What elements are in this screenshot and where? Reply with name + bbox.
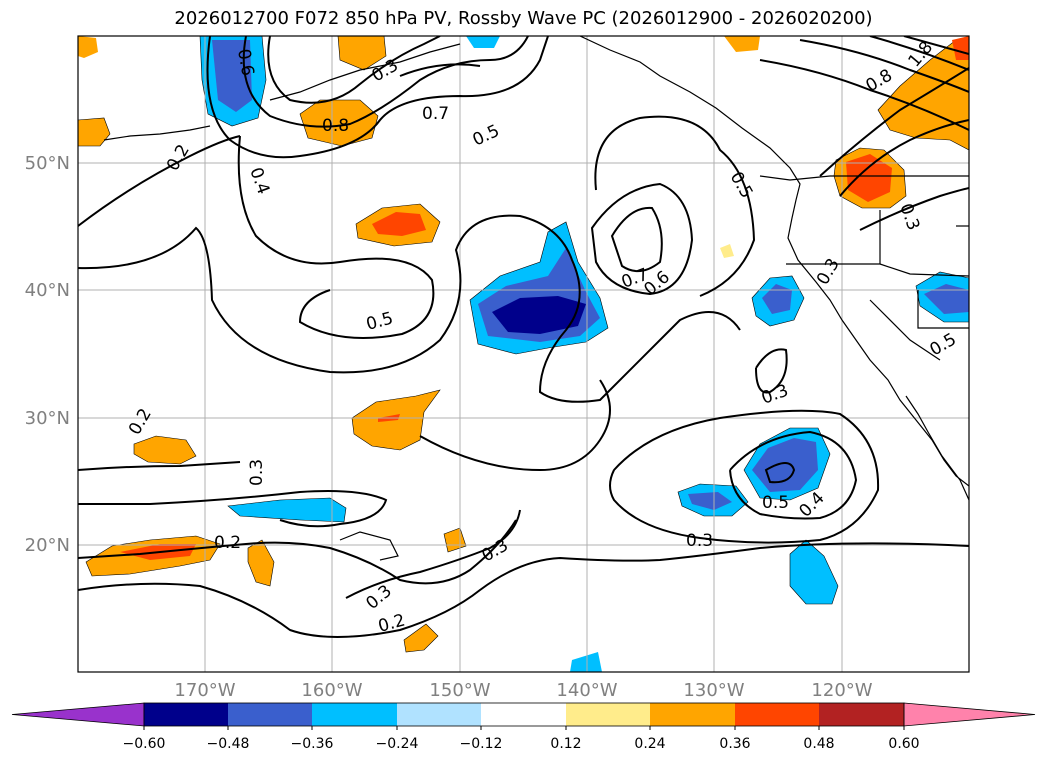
colorbar-tick-label: 0.24 [634,736,665,752]
colorbar-segment [312,703,397,726]
colorbar-segment [228,703,312,726]
contour-label: 0.6 [233,47,257,77]
colorbar-tick-label: −0.60 [123,736,166,752]
latitude-labels: 50°N 40°N 30°N 20°N [25,153,70,556]
graticule [78,36,969,672]
colorbar: −0.60 −0.48 −0.36 −0.24 −0.12 0.12 0.24 0.36 0.4… [11,702,1036,752]
contour-label: 0.7 [422,104,449,124]
colorbar-outline [143,702,905,727]
lon-label: 150°W [429,680,490,701]
colorbar-segment [819,703,904,726]
coastlines [103,36,969,561]
negative-anomaly-shading [199,36,969,672]
contour-label: 0.5 [762,493,789,513]
colorbar-tick-label: 0.60 [888,736,919,752]
colorbar-segment [397,703,481,726]
colorbar-tick-label: −0.12 [460,736,503,752]
colorbar-extend-max [903,702,1036,727]
map-title: 2026012700 F072 850 hPa PV, Rossby Wave … [174,8,873,29]
colorbar-segment [650,703,735,726]
colorbar-tick-label: −0.36 [291,736,334,752]
contour-label: 0.3 [247,459,267,486]
lat-label: 40°N [25,280,70,301]
map-panel: 0.2 0.4 0.6 0.8 0.7 0.5 0.5 0.7 0.6 0.5 … [78,36,969,672]
lon-label: 130°W [683,680,744,701]
colorbar-segment [735,703,819,726]
colorbar-segment [144,703,228,726]
lon-label: 160°W [301,680,362,701]
lat-label: 50°N [25,153,70,174]
contour-label: 0.2 [214,533,241,553]
lon-label: 140°W [556,680,617,701]
map-frame [77,35,970,673]
colorbar-tick-label: −0.48 [207,736,250,752]
lat-label: 20°N [25,535,70,556]
colorbar-tick-label: −0.24 [376,736,419,752]
contour-label: 0.8 [322,116,349,136]
colorbar-extend-min [11,702,145,727]
colorbar-tick-label: 0.12 [550,736,581,752]
colorbar-tick-label: 0.36 [719,736,750,752]
colorbar-tick-label: 0.48 [803,736,834,752]
longitude-labels: 170°W 160°W 150°W 140°W 130°W 120°W [174,680,872,701]
colorbar-segment [481,703,566,726]
pv-contours [78,36,969,638]
colorbar-segment [566,703,650,726]
lat-label: 30°N [25,408,70,429]
lon-label: 120°W [811,680,872,701]
lon-label: 170°W [174,680,235,701]
contour-label: 0.3 [686,531,713,551]
